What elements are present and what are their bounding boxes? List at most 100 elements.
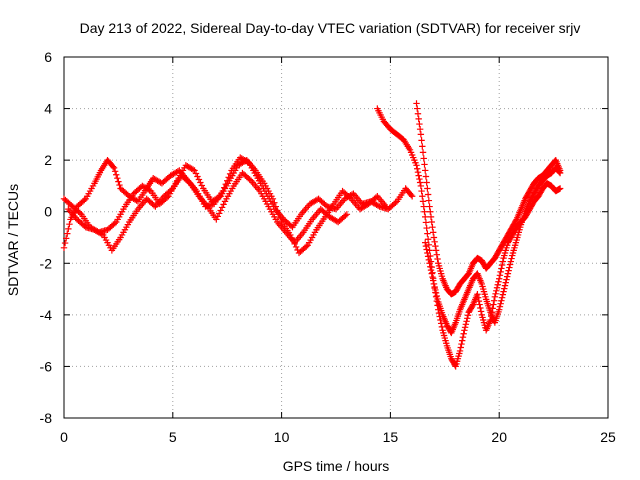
series-track-f xyxy=(422,164,564,337)
data-point xyxy=(425,197,433,204)
data-point xyxy=(111,220,118,227)
data-point xyxy=(116,181,123,189)
data-point xyxy=(495,278,502,285)
data-point xyxy=(457,344,464,351)
data-point xyxy=(474,294,482,301)
data-point xyxy=(115,178,122,185)
data-point xyxy=(414,168,422,176)
data-point xyxy=(422,213,429,221)
data-point xyxy=(507,258,515,265)
data-point xyxy=(414,165,421,172)
data-point xyxy=(423,224,430,232)
data-point xyxy=(429,273,436,281)
data-point xyxy=(416,126,424,133)
data-point xyxy=(220,201,227,208)
data-point xyxy=(496,275,503,282)
data-point xyxy=(496,306,503,313)
data-point xyxy=(415,115,422,123)
data-point xyxy=(438,323,446,331)
data-point xyxy=(458,340,465,348)
data-point xyxy=(508,255,515,262)
data-point xyxy=(419,198,427,205)
data-point xyxy=(426,260,433,267)
grid xyxy=(64,57,608,418)
data-point xyxy=(424,230,431,237)
data-point xyxy=(343,211,351,218)
series-track-e xyxy=(413,100,564,298)
data-point xyxy=(429,277,437,284)
data-point xyxy=(98,230,105,238)
data-point xyxy=(506,261,514,268)
data-point xyxy=(414,105,421,112)
y-tick-label: 6 xyxy=(44,49,52,65)
data-point xyxy=(111,168,119,175)
data-point xyxy=(287,222,295,230)
data-point xyxy=(427,266,435,274)
data-point xyxy=(432,242,439,250)
data-point xyxy=(506,264,513,271)
data-point xyxy=(462,321,470,328)
data-point xyxy=(491,293,499,301)
data-point xyxy=(146,187,153,194)
data-point xyxy=(189,166,197,173)
data-point xyxy=(216,193,223,201)
data-point xyxy=(434,255,441,263)
data-point xyxy=(419,193,426,200)
data-point xyxy=(459,337,466,344)
data-point xyxy=(556,185,564,192)
x-tick-label: 15 xyxy=(383,429,399,445)
data-point xyxy=(512,217,520,224)
axis-ticks xyxy=(63,56,609,419)
data-point xyxy=(422,173,430,180)
data-point xyxy=(214,213,221,220)
data-point xyxy=(433,251,441,258)
x-tick-labels: 0 5 10 15 20 25 xyxy=(60,429,616,445)
data-point xyxy=(276,214,284,222)
data-point xyxy=(428,218,435,226)
data-point xyxy=(246,176,253,183)
data-point xyxy=(271,199,278,206)
data-point xyxy=(303,243,310,250)
data-point xyxy=(429,229,437,236)
data-point xyxy=(424,253,432,260)
data-point xyxy=(269,195,277,203)
y-tick-label: -8 xyxy=(40,410,53,426)
data-point xyxy=(417,131,425,138)
data-point xyxy=(408,193,416,200)
data-point xyxy=(61,239,69,247)
data-point xyxy=(195,176,203,183)
data-point xyxy=(496,272,504,279)
data-point xyxy=(469,302,476,310)
data-point xyxy=(216,210,223,217)
data-point xyxy=(424,185,431,192)
series-track-a xyxy=(60,154,416,252)
data-point xyxy=(218,204,226,211)
data-point xyxy=(432,289,440,297)
data-point xyxy=(461,327,468,334)
data-point xyxy=(430,280,438,288)
data-point xyxy=(432,247,440,254)
data-point xyxy=(418,187,425,195)
data-point xyxy=(474,291,481,298)
data-point xyxy=(133,197,140,204)
data-point xyxy=(416,120,423,128)
x-tick-label: 0 xyxy=(60,429,68,445)
data-point xyxy=(424,191,432,198)
data-point xyxy=(556,169,564,177)
data-point xyxy=(272,203,279,210)
data-point xyxy=(498,261,506,269)
data-point xyxy=(422,167,429,174)
data-point xyxy=(461,324,469,331)
data-point xyxy=(421,208,428,215)
series-track-d xyxy=(374,105,564,370)
data-point xyxy=(422,242,430,250)
data-point xyxy=(374,202,382,209)
data-point xyxy=(66,220,73,228)
data-points xyxy=(60,100,564,370)
data-point xyxy=(192,170,200,177)
data-point xyxy=(416,179,424,186)
x-tick-label: 10 xyxy=(274,429,290,445)
data-point xyxy=(415,172,422,179)
data-point xyxy=(185,178,192,186)
data-point xyxy=(490,301,497,308)
